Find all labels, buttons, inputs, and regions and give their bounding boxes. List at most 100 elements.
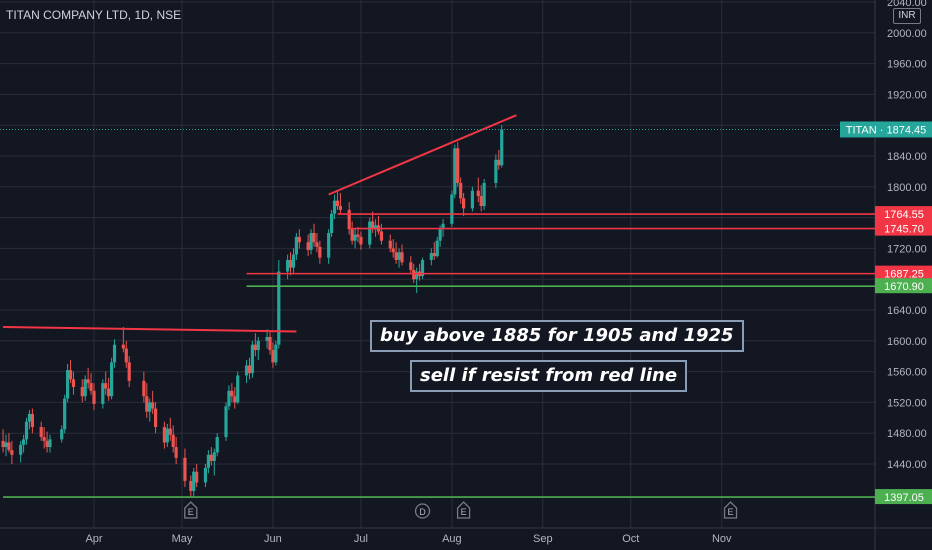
- candle-body: [271, 350, 275, 363]
- y-tick-label: 1840.00: [887, 151, 927, 163]
- candle-body: [359, 236, 363, 245]
- candle-body: [39, 427, 43, 438]
- earnings-marker-label: E: [728, 507, 734, 517]
- candle-body: [127, 362, 131, 381]
- candle-body: [420, 259, 425, 277]
- candle-body: [230, 390, 234, 397]
- candle-body: [171, 434, 175, 448]
- candle-body: [4, 442, 8, 448]
- candle-body: [356, 234, 360, 237]
- trendline: [3, 325, 297, 333]
- y-tick-label: 1800.00: [887, 182, 927, 194]
- x-tick-label: Jun: [264, 533, 282, 545]
- candle-body: [435, 240, 439, 257]
- y-tick-label: 1440.00: [887, 459, 927, 471]
- candle-body: [497, 159, 501, 166]
- candle-body: [165, 428, 169, 443]
- price-level-tag-text: 1670.90: [884, 281, 924, 293]
- candle-body: [394, 252, 398, 260]
- candle-body: [318, 246, 322, 258]
- price-level-tag: [875, 265, 932, 281]
- candle-body: [327, 233, 331, 258]
- candle-body: [309, 233, 313, 250]
- earnings-marker-label: E: [188, 507, 194, 517]
- y-tick-label: 1520.00: [887, 397, 927, 409]
- y-tick-label: 1480.00: [887, 428, 927, 440]
- candle-body: [353, 234, 357, 241]
- candle-body: [250, 344, 254, 374]
- y-tick-label: 1640.00: [887, 305, 927, 317]
- trendline: [328, 114, 517, 196]
- price-level-tag-text: 1745.70: [884, 224, 924, 236]
- candle-body: [432, 253, 436, 257]
- candle-body: [66, 370, 70, 399]
- candle-body: [453, 148, 457, 195]
- candle-body: [45, 440, 49, 448]
- candle-body: [330, 213, 334, 233]
- y-tick-label: 1600.00: [887, 336, 927, 348]
- candle-body: [1, 440, 5, 448]
- candle-body: [306, 242, 310, 250]
- candle-body: [274, 344, 278, 363]
- candle-body: [42, 437, 46, 441]
- candle-body: [154, 408, 158, 428]
- price-level-tag-text: 1397.05: [884, 492, 924, 504]
- candle-body: [368, 221, 372, 245]
- candle-body: [277, 271, 281, 345]
- candle-body: [253, 344, 257, 351]
- x-tick-label: Nov: [712, 533, 732, 545]
- candle-body: [121, 344, 125, 349]
- candle-body: [19, 444, 23, 455]
- symbol-price-tag-text: TITAN · 1874.45: [846, 124, 927, 136]
- candle-body: [189, 480, 193, 491]
- y-tick-label: 2040.00: [887, 0, 927, 9]
- candle-body: [315, 242, 319, 247]
- candle-body: [183, 457, 187, 481]
- candle-body: [71, 379, 76, 387]
- dividend-marker: [414, 503, 431, 519]
- candle-body: [112, 344, 117, 363]
- candle-body: [409, 262, 413, 270]
- y-tick-label: 1960.00: [887, 59, 927, 71]
- candle-body: [338, 206, 342, 210]
- candle-body: [80, 387, 84, 397]
- candle-body: [30, 413, 34, 428]
- candle-body: [438, 229, 442, 241]
- candle-body: [400, 252, 404, 263]
- x-tick-label: Jul: [354, 533, 368, 545]
- candle-body: [265, 336, 269, 341]
- y-tick-label: 2000.00: [887, 28, 927, 40]
- candle-body: [83, 379, 87, 397]
- currency-badge[interactable]: INR: [893, 8, 921, 24]
- candle-body: [192, 471, 196, 491]
- candle-body: [86, 379, 90, 384]
- candle-body: [312, 233, 316, 243]
- candle-body: [374, 225, 378, 230]
- y-tick-label: 1720.00: [887, 243, 927, 255]
- candle-body: [479, 196, 483, 207]
- price-level-tag-text: 1764.55: [884, 209, 924, 221]
- candle-body: [350, 229, 354, 241]
- candle-body: [206, 454, 210, 468]
- candle-body: [397, 252, 401, 260]
- candle-body: [236, 375, 240, 403]
- candle-body: [151, 402, 155, 409]
- candle-body: [174, 447, 178, 458]
- x-tick-label: Oct: [622, 533, 639, 545]
- candle-body: [294, 236, 298, 255]
- candle-body: [379, 231, 384, 241]
- earnings-marker: [456, 501, 471, 519]
- annotation-sell[interactable]: sell if resist from red line: [410, 360, 688, 392]
- candle-body: [456, 148, 460, 183]
- candle-body: [297, 236, 301, 243]
- candle-body: [7, 442, 11, 451]
- candle-body: [494, 159, 498, 183]
- candle-body: [101, 383, 105, 404]
- candle-body: [500, 129, 504, 166]
- annotation-buy[interactable]: buy above 1885 for 1905 and 1925: [370, 320, 744, 352]
- earnings-marker-label: E: [461, 507, 467, 517]
- candle-body: [209, 454, 213, 461]
- candle-body: [288, 259, 293, 268]
